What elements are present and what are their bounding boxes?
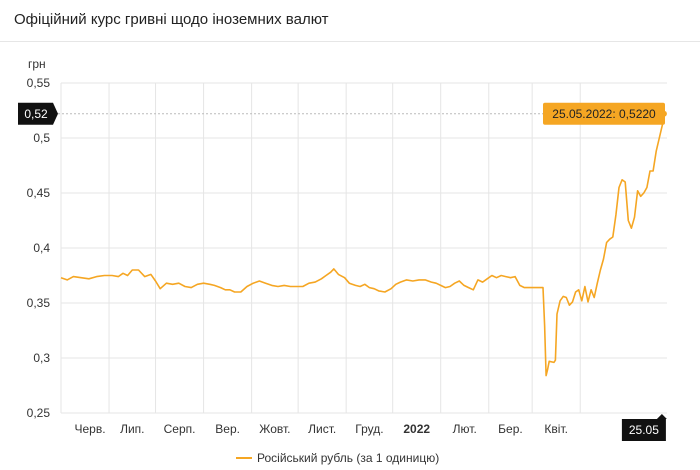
chart-header: Офіційний курс гривні щодо іноземних вал… bbox=[0, 0, 700, 42]
y-tick-label: 0,25 bbox=[27, 406, 51, 420]
x-crosshair-date: 25.05 bbox=[629, 423, 659, 437]
x-tick-label: Лип. bbox=[120, 422, 144, 436]
y-crosshair-value: 0,52 bbox=[24, 107, 48, 121]
y-tick-label: 0,5 bbox=[33, 131, 50, 145]
x-tick-label: Черв. bbox=[74, 422, 105, 436]
y-axis: 0,25 0,3 0,35 0,4 0,45 0,5 0,55 грн bbox=[27, 57, 51, 420]
x-tick-label: Вер. bbox=[215, 422, 240, 436]
x-tick-label: 2022 bbox=[403, 422, 430, 436]
x-crosshair-label: 25.05 bbox=[621, 414, 667, 441]
x-crosshair-label-background bbox=[621, 414, 667, 441]
y-crosshair-label: 0,52 bbox=[18, 102, 58, 125]
y-tick-label: 0,45 bbox=[27, 186, 51, 200]
y-tick-label: 0,3 bbox=[33, 351, 50, 365]
y-crosshair-label-background bbox=[18, 102, 58, 125]
x-tick-label: Квіт. bbox=[544, 422, 568, 436]
tooltip-background bbox=[543, 102, 665, 125]
exchange-rate-chart[interactable]: 0,25 0,3 0,35 0,4 0,45 0,5 0,55 грн Черв. Лип. Се… bbox=[0, 42, 700, 470]
page-title: Офіційний курс гривні щодо іноземних вал… bbox=[14, 11, 329, 28]
y-tick-label: 0,55 bbox=[27, 76, 51, 90]
series-line-rub[interactable] bbox=[60, 113, 665, 377]
x-tick-label: Лют. bbox=[453, 422, 477, 436]
tooltip: 25.05.2022: 0,5220 bbox=[543, 102, 665, 125]
x-tick-label: Груд. bbox=[355, 422, 383, 436]
x-axis: Черв. Лип. Серп. Вер. Жовт. Лист. Груд. 2022 Лют… bbox=[74, 422, 567, 436]
y-tick-label: 0,4 bbox=[33, 241, 50, 255]
y-tick-label: 0,35 bbox=[27, 296, 51, 310]
x-tick-label: Серп. bbox=[164, 422, 196, 436]
x-tick-label: Жовт. bbox=[259, 422, 290, 436]
legend-label: Російський рубль (за 1 одиницю) bbox=[257, 451, 439, 465]
y-axis-unit: грн bbox=[28, 57, 46, 71]
grid-lines bbox=[60, 82, 667, 414]
x-tick-label: Бер. bbox=[498, 422, 523, 436]
tooltip-text: 25.05.2022: 0,5220 bbox=[552, 107, 656, 121]
legend[interactable]: Російський рубль (за 1 одиницю) bbox=[236, 451, 439, 465]
x-tick-label: Лист. bbox=[308, 422, 336, 436]
